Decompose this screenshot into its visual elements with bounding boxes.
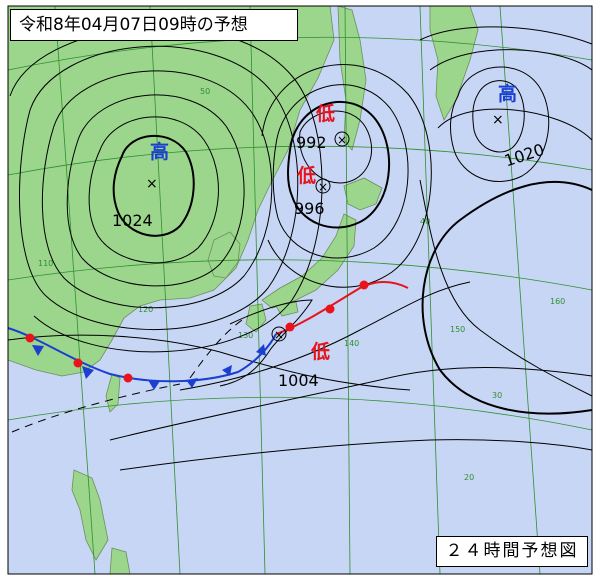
pressure-label-992: 992 xyxy=(296,133,327,152)
grid-label-110: 110 xyxy=(38,259,53,268)
isobar-dashed-1 xyxy=(11,383,181,433)
land-hokkaido xyxy=(343,177,383,211)
longitude-150 xyxy=(419,5,441,575)
map-title: 令和8年04月07日09時の予想 xyxy=(10,9,298,41)
latitude-30 xyxy=(7,259,593,291)
forecast-label: ２４時間予想図 xyxy=(436,536,588,567)
grid-label-140: 140 xyxy=(344,339,359,348)
isobar-dashed-2 xyxy=(189,315,249,379)
isobar-south-1 xyxy=(7,334,411,391)
isobar-south-5 xyxy=(119,439,593,471)
land-philippines xyxy=(71,469,109,561)
isobar-south-4 xyxy=(109,367,593,441)
land-korea xyxy=(207,231,241,279)
longitude-110 xyxy=(54,5,96,575)
grid-label-120: 120 xyxy=(138,305,153,314)
low-symbol-center: 低 xyxy=(296,164,316,187)
warm-front-east xyxy=(275,281,409,335)
map-frame xyxy=(7,5,593,575)
isobar-high-west-inner xyxy=(112,135,195,237)
longitude-120 xyxy=(149,5,181,575)
grid-label-40: 40 xyxy=(420,217,430,226)
land-taiwan xyxy=(105,373,121,413)
center-mark-low-north xyxy=(334,131,350,147)
warm-front-semicircles xyxy=(25,280,369,383)
isobar-east-high-2 xyxy=(450,66,550,182)
cold-front-barbs xyxy=(32,344,266,390)
center-mark-low-south xyxy=(271,326,287,342)
isobar-low-north-2 xyxy=(287,100,391,229)
isobar-south-3 xyxy=(179,281,471,391)
center-mark-high-east: × xyxy=(492,112,504,128)
grid-label-50: 50 xyxy=(200,87,210,96)
isobar-east-1 xyxy=(419,26,593,45)
pressure-label-1004: 1004 xyxy=(278,371,319,390)
fronts xyxy=(7,280,409,390)
svg-text:×: × xyxy=(337,133,347,147)
grid-labels: 50 40 30 20 110 120 130 140 150 160 xyxy=(38,87,565,482)
isobar-east-high-inner xyxy=(472,80,525,153)
svg-text:×: × xyxy=(318,180,328,194)
latitude-50 xyxy=(7,36,593,71)
svg-text:×: × xyxy=(274,328,284,342)
center-mark-low-center xyxy=(315,178,331,194)
longitude-160 xyxy=(499,5,541,575)
longitude-130 xyxy=(249,5,266,575)
isobars xyxy=(7,26,593,471)
low-symbol-south: 低 xyxy=(310,340,330,363)
grid-label-130: 130 xyxy=(238,331,253,340)
isobar-east-4 xyxy=(419,179,593,397)
pressure-label-1024: 1024 xyxy=(112,211,153,230)
low-symbol-north: 低 xyxy=(315,102,335,125)
isobar-east-2 xyxy=(429,49,593,71)
isobar-high-west-4 xyxy=(41,70,273,309)
high-symbol-east: 高 xyxy=(498,82,517,105)
isobar-low-north-3 xyxy=(272,84,409,259)
longitude-140 xyxy=(344,5,351,575)
isobar-high-west-2 xyxy=(88,116,219,264)
isobar-high-west-5 xyxy=(19,45,299,331)
land-kamchatka xyxy=(429,5,479,121)
isobar-high-west-3 xyxy=(66,94,245,287)
grid-label-30: 30 xyxy=(492,391,502,400)
grid-label-150: 150 xyxy=(450,325,465,334)
pressure-label-996: 996 xyxy=(294,199,325,218)
grid-label-160: 160 xyxy=(550,297,565,306)
center-mark-high-west: × xyxy=(146,176,158,192)
high-symbol-west: 高 xyxy=(150,140,169,163)
isobar-low-north-4 xyxy=(261,64,432,288)
isobar-east-3 xyxy=(437,108,593,141)
isobar-low-north-inner xyxy=(299,110,373,184)
grid-label-20: 20 xyxy=(464,473,474,482)
graticule xyxy=(7,5,593,575)
isobar-east-1020-main xyxy=(421,181,593,415)
